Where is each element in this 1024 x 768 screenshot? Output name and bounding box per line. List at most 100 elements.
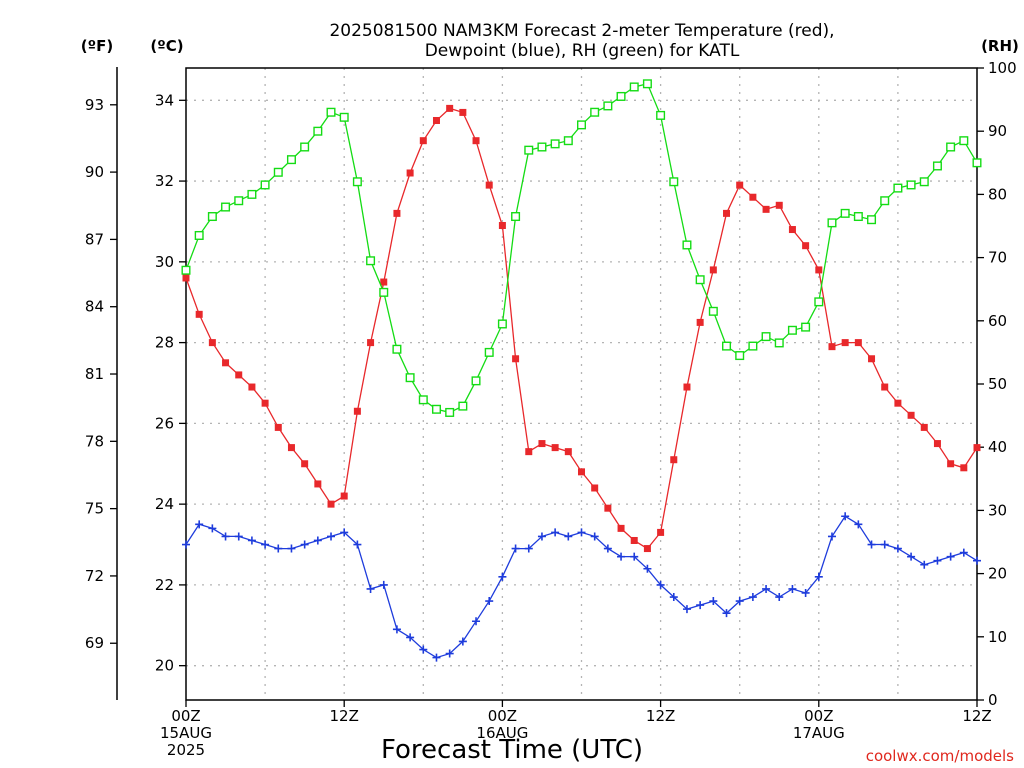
temperature-data-point bbox=[907, 411, 915, 419]
rh-data-point bbox=[682, 240, 692, 250]
rh-data-point bbox=[722, 341, 732, 351]
rh-data-point bbox=[840, 208, 850, 218]
temperature-data-point bbox=[248, 383, 256, 391]
rh-data-point bbox=[484, 347, 494, 357]
rh-data-point bbox=[352, 177, 362, 187]
rh-data-point bbox=[946, 142, 956, 152]
temperature-data-point bbox=[591, 484, 599, 492]
rh-data-point bbox=[418, 395, 428, 405]
celsius-tick-label: 24 bbox=[155, 495, 174, 513]
rh-tick-label: 90 bbox=[988, 122, 1007, 140]
temperature-data-point bbox=[788, 226, 796, 234]
rh-data-point bbox=[827, 218, 837, 228]
source-credit: coolwx.com/models bbox=[866, 747, 1014, 765]
temperature-data-point bbox=[762, 205, 770, 213]
temperature-data-point bbox=[393, 209, 401, 217]
temperature-data-point bbox=[512, 355, 520, 363]
temperature-data-point bbox=[367, 339, 375, 347]
rh-data-point bbox=[537, 142, 547, 152]
dewpoint-data-point bbox=[472, 617, 481, 626]
rh-data-point bbox=[801, 322, 811, 332]
rh-data-point bbox=[932, 161, 942, 171]
temperature-data-point bbox=[287, 444, 295, 452]
x-tick-label: 12Z bbox=[330, 707, 359, 725]
temperature-data-point bbox=[274, 423, 282, 431]
celsius-unit-label: (ºC) bbox=[150, 37, 183, 55]
dewpoint-data-point bbox=[406, 633, 415, 642]
dewpoint-data-point bbox=[590, 532, 599, 541]
fahrenheit-tick-label: 81 bbox=[85, 365, 104, 383]
dewpoint-data-point bbox=[498, 572, 507, 581]
rh-data-point bbox=[471, 376, 481, 386]
dewpoint-data-point bbox=[643, 564, 652, 573]
temperature-data-point bbox=[340, 492, 348, 500]
temperature-data-point bbox=[380, 278, 388, 286]
dewpoint-data-point bbox=[735, 597, 744, 606]
dewpoint-data-point bbox=[247, 536, 256, 545]
dewpoint-data-point bbox=[630, 552, 639, 561]
dewpoint-data-point bbox=[617, 552, 626, 561]
rh-data-point bbox=[603, 101, 613, 111]
grid-lines bbox=[186, 68, 977, 700]
rh-data-point bbox=[919, 177, 929, 187]
dewpoint-data-point bbox=[208, 524, 217, 533]
rh-data-point bbox=[616, 91, 626, 101]
rh-data-point bbox=[906, 180, 916, 190]
temperature-data-point bbox=[314, 480, 322, 488]
fahrenheit-tick-label: 93 bbox=[85, 96, 104, 114]
dewpoint-data-point bbox=[907, 552, 916, 561]
dewpoint-data-point bbox=[656, 580, 665, 589]
dewpoint-data-point bbox=[564, 532, 573, 541]
dewpoint-data-point bbox=[775, 593, 784, 602]
temperature-data-point bbox=[854, 339, 862, 347]
dewpoint-data-point bbox=[392, 625, 401, 634]
rh-data-point bbox=[563, 136, 573, 146]
temperature-data-point bbox=[419, 137, 427, 145]
rh-tick-label: 70 bbox=[988, 249, 1007, 267]
temperature-data-point bbox=[446, 104, 454, 112]
rh-data-point bbox=[774, 338, 784, 348]
temperature-data-point bbox=[208, 339, 216, 347]
dewpoint-data-point bbox=[340, 528, 349, 537]
dewpoint-data-point bbox=[419, 645, 428, 654]
temperature-data-point bbox=[353, 407, 361, 415]
x-tick-label: 12Z bbox=[962, 707, 991, 725]
x-tick-label: 17AUG bbox=[793, 724, 845, 742]
temperature-data-point bbox=[841, 339, 849, 347]
rh-tick-label: 60 bbox=[988, 312, 1007, 330]
temperature-data-point bbox=[222, 359, 230, 367]
rh-data-point bbox=[524, 145, 534, 155]
rh-data-point bbox=[880, 196, 890, 206]
x-tick-label: 15AUG bbox=[160, 724, 212, 742]
rh-tick-label: 10 bbox=[988, 628, 1007, 646]
dewpoint-data-point bbox=[577, 528, 586, 537]
fahrenheit-tick-label: 69 bbox=[85, 634, 104, 652]
temperature-data-point bbox=[485, 181, 493, 189]
rh-tick-label: 50 bbox=[988, 375, 1007, 393]
temperature-data-point bbox=[459, 108, 467, 116]
temperature-data-point bbox=[301, 460, 309, 468]
rh-data-point bbox=[194, 230, 204, 240]
rh-data-point bbox=[339, 112, 349, 122]
dewpoint-data-point bbox=[274, 544, 283, 553]
rh-data-point bbox=[458, 401, 468, 411]
temperature-data-point bbox=[696, 318, 704, 326]
dewpoint-data-point bbox=[353, 540, 362, 549]
temperature-data-point bbox=[960, 464, 968, 472]
temperature-data-point bbox=[235, 371, 243, 379]
dewpoint-data-point bbox=[788, 584, 797, 593]
dewpoint-data-point bbox=[195, 520, 204, 529]
temperature-data-point bbox=[657, 528, 665, 536]
temperature-data-point bbox=[182, 274, 190, 282]
temperature-data-point bbox=[472, 137, 480, 145]
rh-data-point bbox=[853, 212, 863, 222]
rh-data-point bbox=[642, 79, 652, 89]
temperature-data-point bbox=[828, 343, 836, 351]
rh-data-point bbox=[273, 167, 283, 177]
rh-data-point bbox=[761, 332, 771, 342]
temperature-data-point bbox=[894, 399, 902, 407]
dewpoint-data-point bbox=[313, 536, 322, 545]
temperature-data-point bbox=[802, 242, 810, 250]
x-tick-label: 12Z bbox=[646, 707, 675, 725]
dewpoint-data-point bbox=[221, 532, 230, 541]
